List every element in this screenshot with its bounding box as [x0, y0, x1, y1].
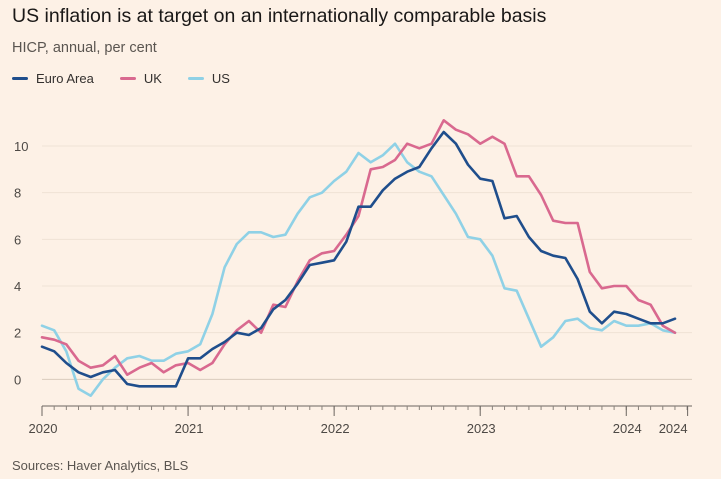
legend-label-uk: UK: [143, 71, 162, 86]
chart-legend: Euro Area UK US: [12, 71, 256, 86]
y-tick-label-4: 4: [14, 279, 21, 294]
legend-label-euro-area: Euro Area: [36, 71, 94, 86]
y-tick-label-0: 0: [14, 372, 21, 387]
x-tick-label-4: 2024: [613, 421, 642, 436]
legend-swatch-us: [187, 77, 204, 80]
source-note: Sources: Haver Analytics, BLS: [12, 458, 189, 473]
x-tick-label-2: 2022: [321, 421, 350, 436]
x-tick-label-5: 2024: [659, 421, 688, 436]
x-tick-label-1: 2021: [175, 421, 204, 436]
legend-swatch-euro-area: [12, 77, 28, 80]
chart-subtitle: HICP, annual, per cent: [12, 40, 157, 56]
series-line-euro-area: [40, 130, 677, 388]
legend-swatch-uk: [119, 77, 136, 80]
y-tick-label-6: 6: [14, 232, 21, 247]
y-tick-label-2: 2: [14, 326, 21, 341]
x-tick-label-0: 2020: [29, 421, 58, 436]
legend-item-us: US: [187, 71, 230, 86]
y-axis: 0 2 4 6 8 10: [14, 139, 28, 387]
gridlines: [42, 145, 692, 380]
legend-item-uk: UK: [119, 71, 162, 86]
legend-item-euro-area: Euro Area: [12, 71, 94, 86]
y-tick-label-8: 8: [14, 186, 21, 201]
series-line-us: [40, 142, 677, 398]
series-lines: [40, 119, 677, 398]
series-line-uk: [40, 119, 677, 377]
x-axis: 2020 2021 2022 2023 2024 2024: [29, 405, 692, 436]
x-tick-label-3: 2023: [467, 421, 496, 436]
y-tick-label-10: 10: [14, 139, 28, 154]
chart-title: US inflation is at target on an internat…: [12, 5, 547, 27]
legend-label-us: US: [211, 71, 230, 86]
